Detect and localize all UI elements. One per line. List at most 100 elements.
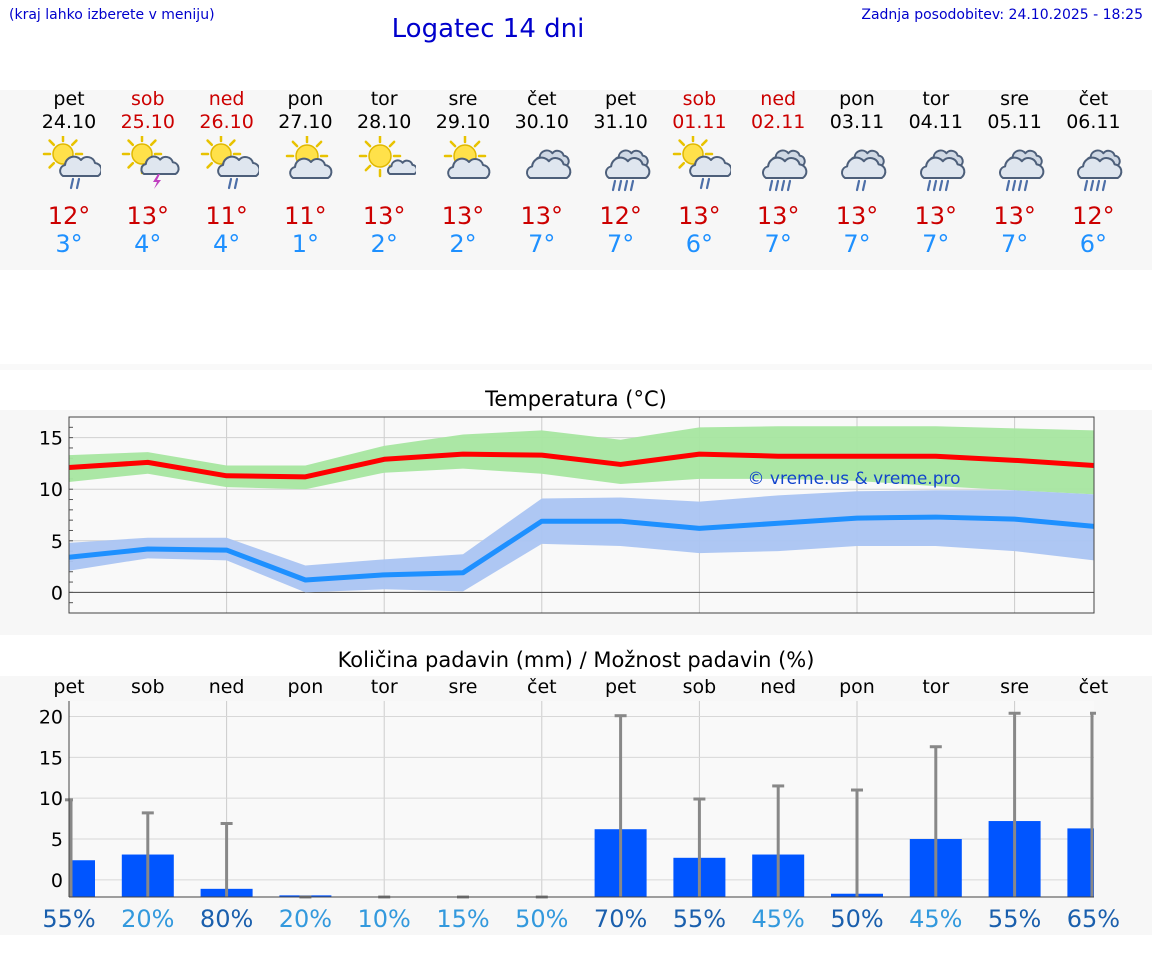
weather-icon-wrap <box>582 136 660 202</box>
temperature-chart: 0 5 10 15 © vreme.us & vreme.pro <box>39 416 1095 614</box>
min-temperature: 2° <box>370 230 398 258</box>
max-temperature: 13° <box>756 202 800 230</box>
day-name: sre <box>448 88 478 110</box>
cloud-heavy-rain-icon <box>604 149 650 192</box>
cloud-shape <box>525 156 572 179</box>
rain-drop <box>781 179 786 192</box>
forecast-day: ned 02.11 13° 7° <box>739 88 817 258</box>
min-temperature: 7° <box>606 230 635 258</box>
day-date: 25.10 <box>120 111 175 133</box>
weather-icon-wrap <box>109 136 187 202</box>
cloud-shape <box>762 156 808 179</box>
min-temperature: 1° <box>291 230 320 258</box>
max-temperature: 13° <box>914 202 958 230</box>
rain-drop <box>861 179 867 192</box>
sun-ray <box>388 140 396 148</box>
sun-ray <box>70 139 78 147</box>
min-temperature: 4° <box>134 230 162 258</box>
day-label: pet <box>605 676 636 698</box>
day-date: 29.10 <box>435 111 491 133</box>
rain-drop <box>1090 179 1095 192</box>
min-temperature: 4° <box>212 230 241 258</box>
day-label: tor <box>922 676 949 698</box>
max-temperature: 13° <box>126 202 170 230</box>
cloud-shape <box>289 157 333 179</box>
sun-ray <box>291 140 299 148</box>
rain-drop <box>1084 179 1089 192</box>
rain-drop <box>233 177 238 190</box>
sun-ray <box>701 139 709 147</box>
precipitation-chart: pet sob ned pon tor sre čet pet sob ned pon tor sre č… <box>39 676 1120 933</box>
day-date: 03.11 <box>829 111 885 133</box>
rain-drop <box>69 177 75 190</box>
rain-drop <box>944 179 949 192</box>
precipitation-probability: 65% <box>1067 905 1120 933</box>
day-label: sre <box>449 676 478 698</box>
y-tick-label: 5 <box>51 829 63 851</box>
precipitation-probability: 55% <box>673 905 726 933</box>
rain-drop <box>1011 179 1016 192</box>
precipitation-probability: 45% <box>752 905 805 933</box>
forecast-day: ned 26.10 11° 4° <box>188 88 266 258</box>
precipitation-bar <box>69 860 95 897</box>
day-date: 06.11 <box>1066 111 1121 133</box>
day-name: sob <box>131 88 165 110</box>
y-tick-label: 5 <box>51 531 63 553</box>
precipitation-probability: 80% <box>200 905 253 933</box>
precipitation-probability: 55% <box>988 905 1041 933</box>
cloud-heavy-rain-icon <box>998 149 1044 192</box>
weather-icon-wrap <box>818 136 896 202</box>
precipitation-probability: 50% <box>515 905 568 933</box>
rain-drop <box>700 177 705 190</box>
weather-icon-wrap <box>976 136 1054 202</box>
min-temperature-line <box>68 514 1095 583</box>
min-temperature: 3° <box>55 230 83 258</box>
forecast-day: tor 28.10 13° 2° <box>345 88 423 258</box>
cloud-shape <box>447 157 491 179</box>
day-date: 04.11 <box>908 111 963 133</box>
day-label: čet <box>1079 676 1109 698</box>
plot-border <box>68 416 1095 614</box>
location-hint-link[interactable]: (kraj lahko izberete v meniju) <box>9 7 215 23</box>
cloud-heavy-rain-icon <box>919 149 966 192</box>
rain-drop <box>787 179 792 192</box>
max-temperature: 13° <box>678 202 721 230</box>
watermark: © vreme.us & vreme.pro <box>747 469 960 489</box>
sun-small-cloud-icon <box>358 136 417 178</box>
weather-icon-wrap <box>266 136 344 202</box>
cloud-shape <box>387 159 417 175</box>
rain-drop <box>706 177 711 190</box>
day-label: pet <box>53 676 84 698</box>
day-date: 27.10 <box>278 111 333 133</box>
day-date: 30.10 <box>514 111 569 133</box>
sun-ray <box>449 140 457 148</box>
forecast-day: tor 04.11 13° 7° <box>897 88 975 258</box>
last-updated: Zadnja posodobitev: 24.10.2025 - 18:25 <box>861 7 1143 23</box>
max-temperature-line <box>68 451 1095 480</box>
rain-drop <box>1023 179 1028 192</box>
forecast-strip <box>0 90 1152 270</box>
day-name: tor <box>922 88 950 110</box>
sun-cloud-rain-icon <box>42 136 101 190</box>
min-temperature: 7° <box>922 230 950 258</box>
max-temperature: 12° <box>1072 202 1115 230</box>
y-tick-label: 15 <box>39 747 63 769</box>
weather-icon-wrap <box>660 136 738 202</box>
lightning-bolt <box>152 174 161 189</box>
weather-icon-wrap <box>188 136 266 202</box>
divider <box>0 364 1152 370</box>
rain-drop <box>1096 179 1101 192</box>
day-name: sre <box>1000 88 1030 110</box>
cloud-shape <box>689 155 732 177</box>
day-name: sob <box>682 88 717 110</box>
weather-icon-wrap <box>424 136 502 202</box>
day-date: 01.11 <box>672 111 727 133</box>
rain-drop <box>1005 179 1010 192</box>
min-temperature: 7° <box>764 230 792 258</box>
min-temperature: 7° <box>843 230 871 258</box>
precipitation-probability: 50% <box>830 905 883 933</box>
sun-ray <box>364 164 372 172</box>
cloudy-icon <box>525 149 572 179</box>
day-name: pon <box>839 88 875 110</box>
precipitation-bar <box>1067 828 1094 897</box>
